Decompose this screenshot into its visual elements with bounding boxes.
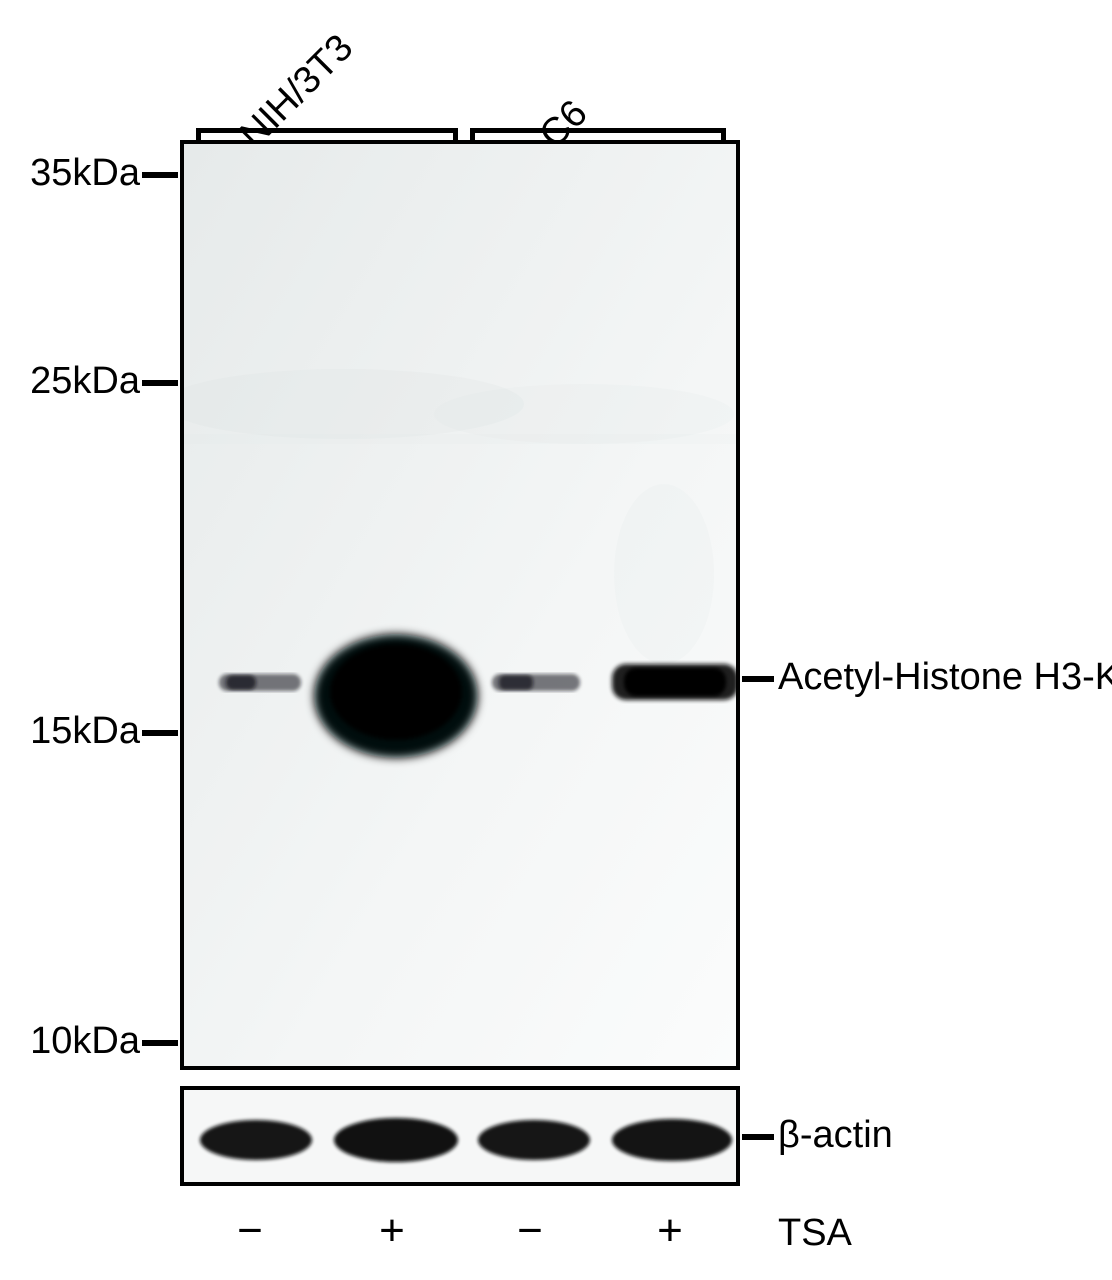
mw-label-35: 35kDa <box>10 152 140 195</box>
treatment-name-text: TSA <box>778 1212 852 1254</box>
mw-text: 15kDa <box>30 710 140 752</box>
lane-group-bar-2 <box>470 128 726 133</box>
main-blot-svg <box>184 144 740 1070</box>
actin-label: β-actin <box>778 1114 893 1157</box>
treatment-symbol: + <box>657 1206 683 1255</box>
actin-blot <box>180 1086 740 1186</box>
mw-label-25: 25kDa <box>10 360 140 403</box>
mw-tick-15 <box>142 730 178 736</box>
right-label-text: β-actin <box>778 1114 893 1156</box>
lane-group-bar-1 <box>196 128 458 133</box>
actin-blot-svg <box>184 1090 740 1186</box>
mw-tick-10 <box>142 1040 178 1046</box>
mw-text: 25kDa <box>30 360 140 402</box>
treatment-lane-4: + <box>640 1206 700 1256</box>
western-blot-figure: NIH/3T3 C6 35kDa 25kDa 15kDa 10kDa <box>0 0 1112 1280</box>
main-blot <box>180 140 740 1070</box>
lane-header-label: NIH/3T3 <box>232 27 362 157</box>
treatment-symbol: − <box>517 1206 543 1255</box>
target-tick <box>742 676 774 682</box>
mw-label-15: 15kDa <box>10 710 140 753</box>
actin-tick <box>742 1134 774 1140</box>
treatment-lane-3: − <box>500 1206 560 1256</box>
mw-tick-25 <box>142 380 178 386</box>
treatment-symbol: − <box>237 1206 263 1255</box>
treatment-lane-1: − <box>220 1206 280 1256</box>
mw-text: 10kDa <box>30 1020 140 1062</box>
lane-header-nih3t3: NIH/3T3 <box>232 27 362 157</box>
right-label-text: Acetyl-Histone H3-K9 <box>778 656 1112 698</box>
target-label: Acetyl-Histone H3-K9 <box>778 656 1112 699</box>
treatment-symbol: + <box>379 1206 405 1255</box>
mw-label-10: 10kDa <box>10 1020 140 1063</box>
mw-text: 35kDa <box>30 152 140 194</box>
treatment-lane-2: + <box>362 1206 422 1256</box>
mw-tick-35 <box>142 172 178 178</box>
treatment-name: TSA <box>778 1212 852 1255</box>
